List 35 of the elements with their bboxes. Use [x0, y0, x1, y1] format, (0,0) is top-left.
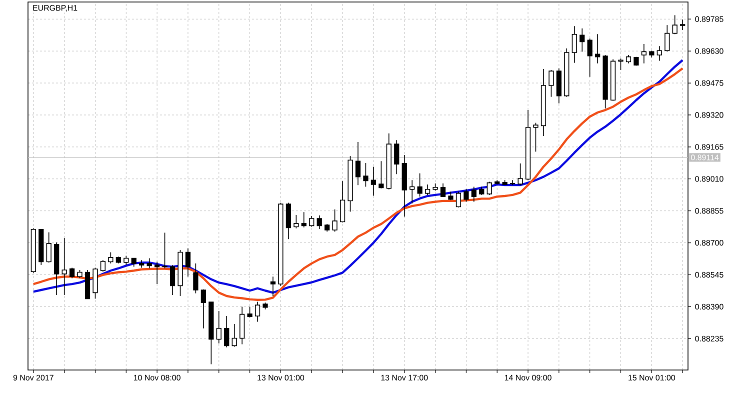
candlestick: [84, 270, 90, 300]
candlestick: [355, 142, 361, 186]
candlestick: [540, 68, 546, 136]
candlestick: [370, 166, 376, 196]
candlestick: [316, 214, 322, 230]
candlestick: [240, 306, 245, 345]
candlestick: [471, 186, 476, 202]
candlestick: [340, 180, 346, 222]
candlestick: [224, 316, 230, 348]
candlestick: [656, 46, 662, 62]
candlestick: [38, 228, 44, 266]
candlestick: [641, 44, 647, 64]
candlestick: [216, 310, 222, 344]
candlestick: [131, 258, 136, 268]
candlestick: [301, 212, 306, 228]
candlestick: [402, 154, 407, 218]
candlestick: [424, 184, 430, 196]
candlestick: [154, 261, 160, 284]
candlestick: [208, 302, 214, 365]
candlestick: [680, 19, 686, 30]
candlestick: [254, 301, 260, 322]
candlestick: [410, 180, 415, 204]
candlestick: [456, 191, 462, 208]
candlestick: [270, 276, 276, 296]
candlestick: [610, 58, 616, 101]
candlestick: [510, 180, 516, 186]
candlestick: [170, 264, 176, 296]
candlestick: [572, 26, 577, 64]
candlestick: [440, 183, 446, 198]
candlestick: [185, 248, 191, 278]
candlestick: [62, 238, 67, 296]
candlestick: [69, 267, 75, 279]
candlestick: [580, 28, 585, 52]
candlestick: [626, 54, 632, 64]
candlestick: [394, 140, 400, 175]
